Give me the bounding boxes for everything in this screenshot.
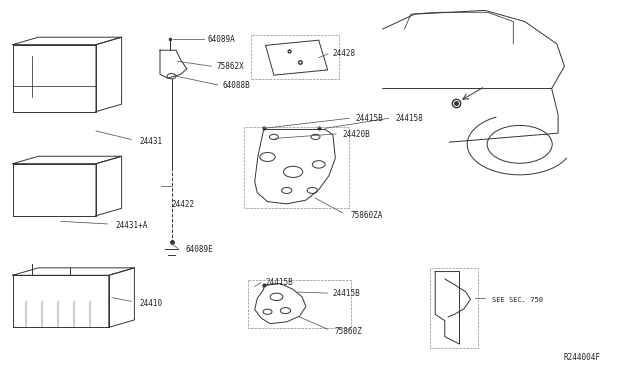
Text: 24428: 24428 — [333, 49, 356, 58]
Bar — [251, 35, 339, 79]
Text: 24415B: 24415B — [266, 278, 293, 287]
Bar — [430, 268, 478, 348]
Text: 24431: 24431 — [140, 137, 163, 146]
Text: 64089E: 64089E — [186, 245, 213, 254]
Text: 75860Z: 75860Z — [334, 327, 362, 336]
Text: 75862X: 75862X — [216, 62, 244, 71]
Text: 24431+A: 24431+A — [115, 221, 148, 230]
Text: 244158: 244158 — [396, 114, 423, 123]
Text: 24410: 24410 — [140, 299, 163, 308]
Text: SEE SEC. 750: SEE SEC. 750 — [492, 297, 543, 303]
Text: 64089A: 64089A — [208, 35, 236, 44]
Text: 24422: 24422 — [172, 200, 195, 209]
Text: 64088B: 64088B — [223, 81, 250, 90]
Text: 24415B: 24415B — [333, 289, 360, 298]
Text: 24420B: 24420B — [342, 130, 370, 139]
Text: R244004F: R244004F — [563, 353, 600, 362]
Text: 24415B: 24415B — [355, 114, 383, 123]
Text: 75860ZA: 75860ZA — [351, 211, 383, 219]
